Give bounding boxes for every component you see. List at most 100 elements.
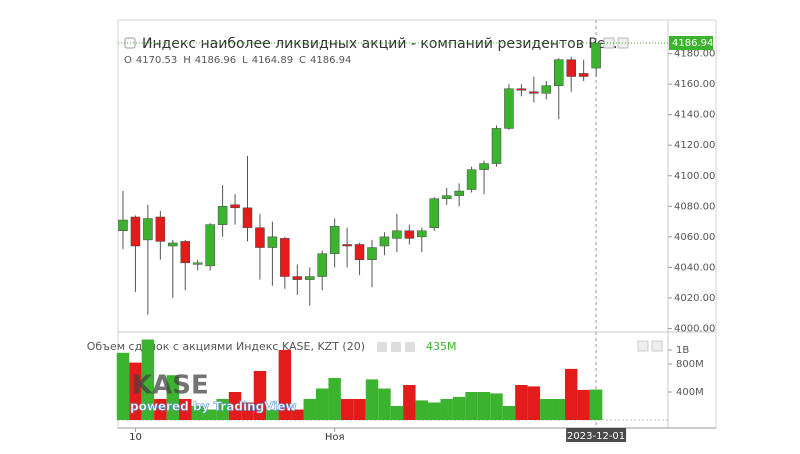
ohlc-value: 4170.53 (136, 55, 177, 66)
volume-bar (378, 388, 391, 420)
volume-bar (502, 406, 516, 420)
volume-icon[interactable] (391, 342, 401, 352)
ohlc-value: 4186.96 (195, 55, 236, 66)
volume-bar (141, 339, 155, 420)
candle-body (404, 230, 415, 239)
volume-bar (452, 396, 466, 420)
watermark-sub: powered by TradingView (130, 400, 297, 414)
volume-bar (403, 385, 416, 420)
y-tick-label: 4100.00 (674, 171, 715, 182)
candle-body (566, 59, 576, 77)
candle-body (329, 225, 340, 254)
candle-body (417, 230, 427, 238)
volume-bar (564, 368, 578, 420)
y-tick-label: 4000.00 (674, 323, 715, 334)
volume-bar (216, 399, 229, 420)
ohlc-letter: H (183, 55, 191, 66)
pane-icon[interactable] (637, 340, 649, 352)
candle-body (379, 236, 390, 247)
ohlc-letter: O (124, 55, 132, 66)
candle-body (242, 207, 253, 228)
volume-bar (515, 385, 528, 420)
y-tick-label: 400M (676, 387, 704, 398)
volume-bar (365, 379, 379, 420)
volume-title: Объем сделок с акциями Индекс KASE, KZT … (87, 340, 365, 353)
candle-body (578, 73, 589, 77)
candle-body (292, 276, 303, 280)
watermark: KASE (132, 371, 209, 401)
candle-body (280, 238, 290, 277)
candle-body (504, 88, 514, 129)
candle-body (541, 85, 552, 94)
volume-bar (241, 402, 254, 420)
candle-body (591, 42, 601, 69)
candle-body (130, 216, 141, 247)
volume-bar (166, 375, 180, 420)
x-tick-label: 10 (129, 432, 142, 443)
volume-bar (340, 399, 354, 420)
volume-bar (191, 406, 204, 420)
volume-bar (179, 399, 192, 420)
x-tick-label: Ноя (325, 432, 345, 443)
settings-icon[interactable] (603, 37, 615, 49)
volume-bar (440, 399, 453, 420)
chart-title: Индекс наиболее ликвидных акций - компан… (142, 36, 627, 52)
candle-body (205, 224, 215, 267)
y-tick-label: 4060.00 (674, 232, 715, 243)
volume-last: 435M (426, 340, 457, 353)
y-tick-label: 4080.00 (674, 201, 715, 212)
volume-bar (428, 402, 441, 420)
crosshair-date: 2023-12-01 (567, 431, 625, 442)
volume-bar (328, 378, 341, 420)
y-tick-label: 800M (676, 359, 704, 370)
y-tick-label: 4160.00 (674, 79, 715, 90)
volume-bar (315, 388, 329, 420)
volume-bar (540, 399, 553, 420)
volume-bar (266, 409, 279, 420)
crosshair-date-box (566, 428, 627, 442)
candle-body (168, 242, 178, 247)
candle-body (342, 244, 352, 247)
volume-bar (228, 392, 242, 420)
candle-body (479, 163, 489, 170)
candle-body (529, 91, 539, 94)
volume-icon[interactable] (377, 342, 387, 352)
volume-bar (552, 399, 565, 420)
candle-body (230, 204, 240, 209)
candle-body (155, 216, 166, 242)
candle-body (255, 227, 265, 248)
candle-body (317, 253, 327, 277)
candle-body (454, 190, 464, 196)
volume-icon[interactable] (405, 342, 415, 352)
candle-body (429, 198, 439, 228)
volume-bar (477, 392, 491, 420)
y-tick-label: 4020.00 (674, 293, 715, 304)
volume-bar (291, 409, 304, 420)
y-tick-label: 1B (676, 345, 689, 356)
pane-icon[interactable] (651, 340, 663, 352)
volume-bar (465, 392, 478, 420)
candle-body (217, 206, 228, 225)
volume-bar (353, 399, 366, 420)
candle-body (554, 59, 564, 86)
candle-body (354, 244, 365, 261)
volume-bar (577, 389, 590, 420)
volume-bar (253, 371, 267, 420)
ohlc-value: 4186.94 (310, 55, 351, 66)
candle-body (441, 195, 452, 199)
y-tick-label: 4120.00 (674, 140, 715, 151)
y-tick-label: 4180.00 (674, 49, 715, 60)
y-tick-label: 4040.00 (674, 262, 715, 273)
candle-body (118, 219, 128, 231)
last-price-box (669, 35, 713, 50)
volume-bar (278, 350, 292, 420)
candle-body (367, 247, 377, 261)
volume-bar (390, 406, 404, 420)
y-tick-label: 4140.00 (674, 110, 715, 121)
volume-bar (203, 409, 217, 420)
ohlc-value: 4164.89 (252, 55, 293, 66)
candle-body (305, 276, 315, 280)
candle-body (192, 262, 203, 265)
candle-body (180, 241, 190, 264)
volume-bar (415, 400, 429, 420)
